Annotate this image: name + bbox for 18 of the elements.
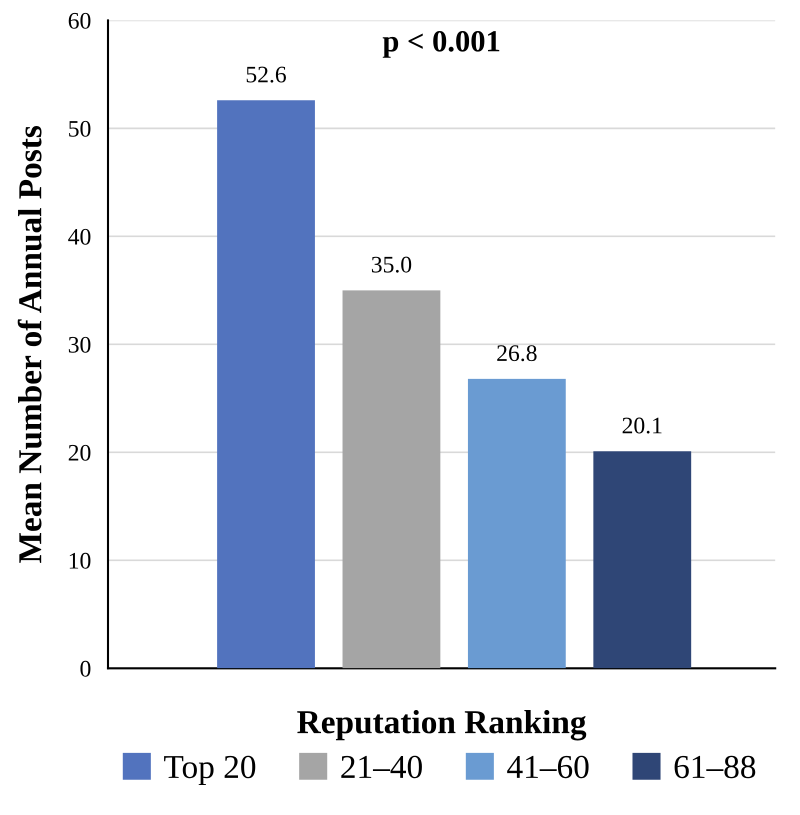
y-tick-label: 50 xyxy=(69,120,90,137)
y-tick-label: 0 xyxy=(80,660,90,677)
legend-label: 41–60 xyxy=(507,756,589,778)
legend-label: 61–88 xyxy=(674,756,756,778)
y-tick-label: 60 xyxy=(68,12,90,29)
y-tick-label: 30 xyxy=(68,336,90,353)
x-axis-title: Reputation Ranking xyxy=(297,710,586,740)
text: 35.0 xyxy=(372,256,412,273)
y-tick-label: 20 xyxy=(68,444,90,461)
legend-label: 21–40 xyxy=(341,756,422,778)
legend-label: Top 20 xyxy=(164,756,256,785)
text: 52.6 xyxy=(246,66,286,83)
y-tick-label: 10 xyxy=(70,552,90,569)
annotation: p < 0.001 xyxy=(382,30,500,58)
y-tick-label: 40 xyxy=(68,228,90,245)
text: 26.8 xyxy=(497,345,537,362)
y-axis-title: Mean Number of Annual Posts xyxy=(18,126,42,563)
text: 20.1 xyxy=(622,418,662,434)
